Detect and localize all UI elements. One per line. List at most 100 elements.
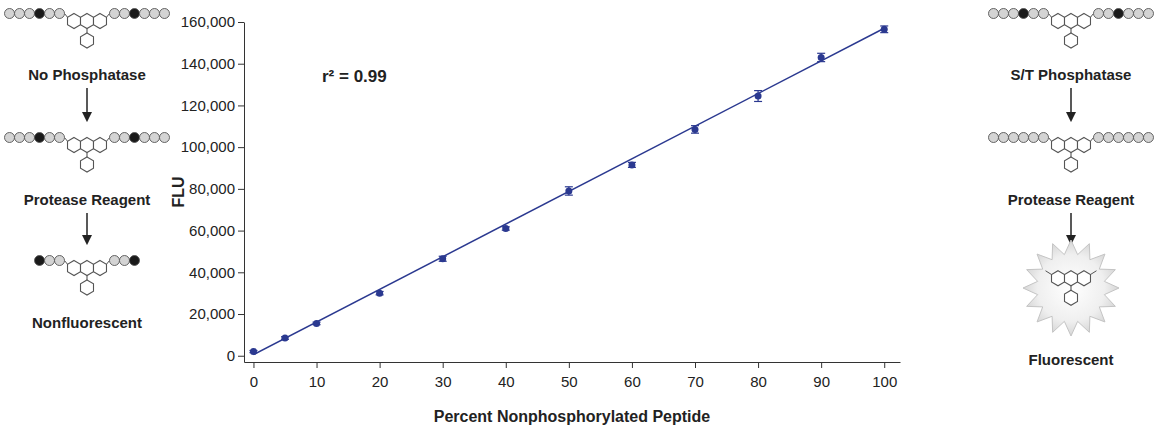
residue	[1039, 9, 1049, 19]
ring	[68, 138, 81, 153]
tick: 160,000	[181, 13, 244, 30]
residue	[15, 9, 25, 19]
tick-mark	[695, 362, 696, 368]
residue	[159, 9, 169, 19]
diagram-label: Protease Reagent	[1008, 191, 1135, 208]
trendline	[253, 28, 884, 354]
error-bar	[691, 126, 699, 134]
error-bar	[754, 91, 762, 102]
arrow	[1070, 213, 1072, 243]
residue	[45, 9, 55, 19]
residue	[1133, 9, 1143, 19]
tick: 80,000	[189, 180, 244, 197]
residue	[25, 133, 35, 143]
residue	[999, 133, 1009, 143]
residue	[1103, 9, 1113, 19]
figure: 0102030405060708090100020,00040,00060,00…	[0, 0, 1159, 442]
error-bar-cap	[754, 90, 762, 91]
residue	[119, 256, 129, 266]
residue	[45, 256, 55, 266]
tick-label: 20	[372, 373, 389, 390]
tick-mark	[238, 147, 244, 148]
bond	[1046, 271, 1052, 275]
chart: 0102030405060708090100020,00040,00060,00…	[170, 13, 901, 425]
diagram-label: Fluorescent	[1028, 351, 1113, 368]
x-axis-title: Percent Nonphosphorylated Peptide	[434, 408, 711, 425]
tick-label: 120,000	[181, 97, 235, 114]
tick-label: 30	[435, 373, 452, 390]
point	[313, 320, 320, 327]
residue	[25, 9, 35, 19]
error-bar-cap	[817, 53, 825, 54]
bond	[65, 261, 68, 265]
tick-label: 60,000	[189, 222, 235, 239]
ring	[1065, 138, 1078, 153]
tick: 40	[498, 362, 515, 390]
ring	[1065, 157, 1078, 172]
tick: 90	[813, 362, 830, 390]
tick: 60,000	[189, 222, 244, 239]
ring	[68, 14, 81, 29]
tick: 0	[227, 347, 244, 364]
point	[692, 126, 699, 133]
tick-label: 100	[872, 373, 897, 390]
tick-mark	[632, 362, 633, 368]
ring	[81, 33, 94, 48]
tick-label: 0	[250, 373, 258, 390]
bond	[106, 14, 109, 18]
error-bar	[817, 53, 825, 61]
tick-mark	[317, 362, 318, 368]
ring	[81, 261, 94, 276]
diagram-label: S/T Phosphatase	[1011, 66, 1132, 83]
tick-label: 0	[227, 347, 235, 364]
ring	[1065, 14, 1078, 29]
residue	[119, 133, 129, 143]
arrow	[1070, 88, 1072, 120]
arrow	[86, 88, 88, 120]
point	[755, 93, 762, 100]
residue	[159, 133, 169, 143]
point	[502, 225, 509, 232]
tick-mark	[238, 231, 244, 232]
residue	[1143, 9, 1153, 19]
point	[282, 335, 289, 342]
tick: 20	[372, 362, 389, 390]
bond	[106, 138, 109, 142]
ring	[1065, 290, 1078, 305]
tick-label: 70	[687, 373, 704, 390]
tick: 10	[309, 362, 326, 390]
error-bar	[880, 26, 888, 33]
bond	[86, 153, 87, 158]
tick-mark	[380, 362, 381, 368]
residue	[55, 9, 65, 19]
ring	[81, 157, 94, 172]
point	[628, 161, 635, 168]
tick-label: 60	[624, 373, 641, 390]
residue	[15, 133, 25, 143]
phospho-residue	[129, 9, 139, 19]
residue	[55, 256, 65, 266]
tick-mark	[758, 362, 759, 368]
residue	[109, 256, 119, 266]
y-axis: 020,00040,00060,00080,000100,000120,0001…	[181, 13, 245, 364]
arrow	[86, 213, 88, 243]
residue	[109, 9, 119, 19]
residue	[149, 133, 159, 143]
bond	[1070, 29, 1071, 34]
bond	[65, 138, 68, 142]
bond	[86, 29, 87, 34]
tick-label: 50	[561, 373, 578, 390]
residue	[149, 9, 159, 19]
tick-mark	[506, 362, 507, 368]
bond	[86, 276, 87, 281]
y-axis-title: FLU	[170, 176, 187, 207]
tick-mark	[238, 356, 244, 357]
tick-mark	[238, 272, 244, 273]
tick-mark	[238, 22, 244, 23]
tick-label: 10	[309, 373, 326, 390]
tick-label: 140,000	[181, 55, 235, 72]
tick-mark	[238, 189, 244, 190]
series	[249, 26, 888, 355]
diagram-label: No Phosphatase	[28, 66, 146, 83]
ring	[1065, 33, 1078, 48]
